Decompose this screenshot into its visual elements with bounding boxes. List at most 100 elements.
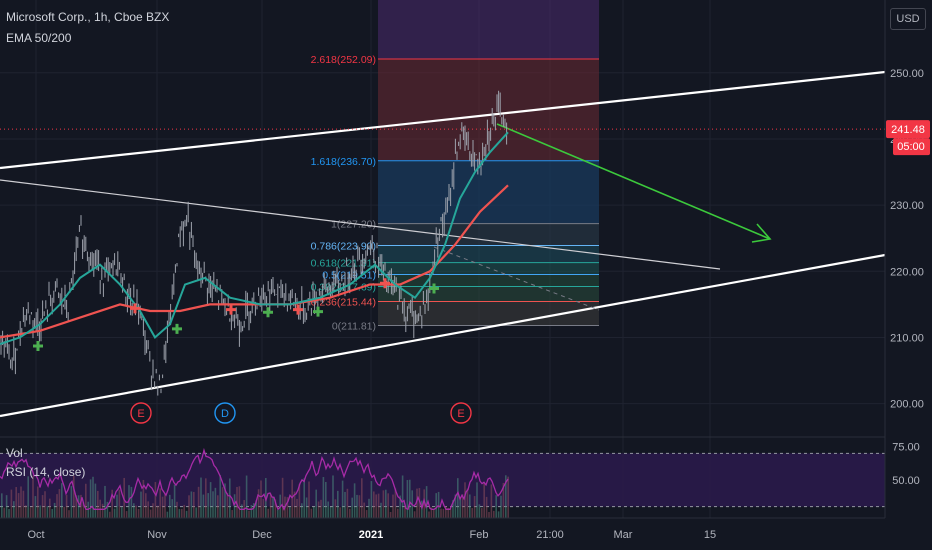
volume-bar: [147, 501, 149, 518]
volume-bar: [365, 510, 368, 518]
fib-blue-zone: [378, 160, 599, 224]
volume-bar: [382, 490, 385, 518]
x-tick-1: Nov: [147, 529, 167, 541]
forecast-arrow[interactable]: [496, 123, 771, 240]
volume-bar: [135, 505, 137, 518]
volume-bar: [433, 509, 435, 518]
cross-marker-7: [380, 278, 390, 289]
volume-bar: [317, 501, 320, 518]
volume-bar: [140, 491, 142, 518]
volume-bar: [293, 491, 296, 518]
volume-bar: [452, 500, 454, 518]
fib-label-0: 2.618(252.09): [311, 54, 376, 66]
volume-bar: [229, 478, 231, 518]
time-axis-bg: [0, 518, 932, 550]
volume-bar: [397, 508, 399, 518]
volume-bar: [322, 477, 325, 518]
volume-bar: [337, 490, 339, 518]
volume-bar: [260, 480, 262, 518]
volume-bar: [15, 487, 17, 518]
volume-bar: [248, 510, 250, 518]
y-tick-2: 220.00: [890, 266, 924, 278]
volume-bar: [387, 493, 389, 518]
ema50-line: [0, 131, 509, 346]
indicator-legend[interactable]: EMA 50/200: [6, 31, 72, 45]
volume-bar: [392, 494, 394, 518]
volume-bar: [171, 499, 173, 518]
event-label-0: E: [137, 408, 144, 420]
rsi-tick-0: 75.00: [892, 442, 920, 454]
volume-bar: [27, 476, 29, 518]
channel-lower-line[interactable]: [0, 253, 886, 418]
volume-bar: [214, 487, 217, 518]
volume-bar: [291, 479, 293, 518]
volume-bar: [469, 494, 471, 518]
volume-bar: [277, 509, 279, 518]
volume-bar: [197, 486, 200, 518]
volume-bar: [53, 502, 56, 518]
event-circle-2[interactable]: [450, 402, 472, 424]
volume-bar: [339, 507, 341, 518]
volume-bar: [75, 495, 77, 518]
volume-bar: [106, 501, 109, 518]
volume-bar: [202, 494, 205, 518]
volume-bar: [471, 507, 473, 518]
volume-bar: [445, 506, 447, 518]
volume-bar: [361, 478, 363, 518]
volume-bar: [56, 494, 58, 518]
volume-bar: [82, 501, 85, 518]
volume-bar: [32, 475, 34, 518]
volume-bar: [190, 491, 193, 518]
cross-marker-6: [313, 306, 323, 317]
volume-bar: [154, 481, 157, 518]
volume-bar: [325, 481, 327, 518]
trendlines[interactable]: [0, 70, 886, 418]
volume-bar: [425, 486, 428, 518]
cross-marker-2: [172, 323, 182, 334]
volume-bar: [502, 482, 505, 518]
volume-bar: [394, 488, 397, 518]
symbol-title: Microsoft Corp., 1h, Cboe BZX: [6, 10, 170, 24]
volume-bar: [164, 493, 166, 518]
volume-bar: [315, 489, 317, 518]
volume-bar: [267, 508, 269, 518]
volume-bar: [257, 489, 260, 518]
volume-bar: [373, 491, 375, 518]
volume-bar: [97, 490, 99, 518]
volume-bar: [401, 475, 404, 518]
volume-bar: [217, 495, 219, 518]
down-trendline[interactable]: [0, 179, 721, 270]
rsi-pane[interactable]: Vol RSI (14, close): [0, 446, 885, 518]
volume-bar: [370, 481, 373, 518]
volume-bar: [327, 501, 329, 518]
volume-bar: [353, 483, 356, 518]
volume-bar: [104, 485, 106, 518]
forecast-arrow-head: [751, 223, 772, 243]
volume-bar: [250, 505, 253, 518]
volume-bar: [457, 478, 459, 518]
event-circle-0[interactable]: [130, 402, 152, 424]
volume-bar: [46, 506, 49, 518]
volume-bar: [473, 496, 476, 518]
volume-bar: [241, 504, 243, 518]
volume-bar: [1, 493, 3, 518]
volume-bar: [68, 510, 70, 518]
volume-bar: [109, 511, 111, 518]
volume-bar: [116, 494, 118, 518]
volume-bar: [22, 490, 25, 518]
volume-bar: [245, 475, 248, 518]
channel-upper-line[interactable]: [0, 70, 886, 170]
volume-bar: [334, 499, 337, 518]
currency-button[interactable]: USD: [890, 8, 926, 30]
event-circle-1[interactable]: [214, 402, 236, 424]
volume-bar: [17, 493, 20, 518]
cross-marker-4: [263, 307, 273, 318]
volume-bar: [34, 496, 37, 518]
cross-marker-5: [293, 304, 303, 315]
volume-legend: Vol: [6, 446, 23, 460]
volume-bar: [296, 498, 298, 518]
volume-bar: [92, 476, 94, 518]
